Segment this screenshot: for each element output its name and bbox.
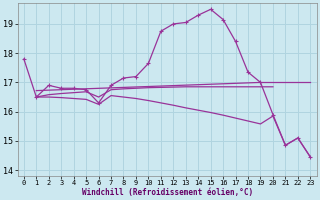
- X-axis label: Windchill (Refroidissement éolien,°C): Windchill (Refroidissement éolien,°C): [82, 188, 253, 197]
